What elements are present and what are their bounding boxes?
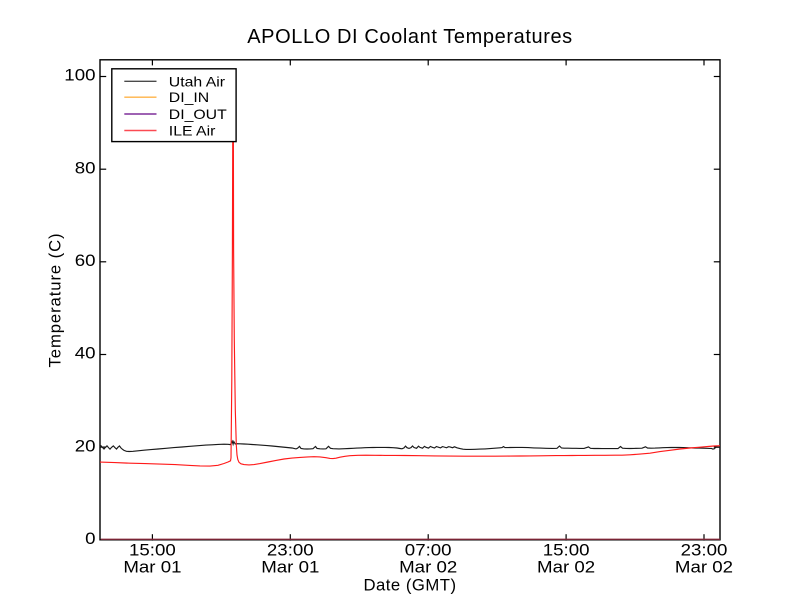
svg-text:80: 80 bbox=[75, 158, 96, 177]
svg-text:Mar 02: Mar 02 bbox=[537, 558, 595, 577]
svg-text:23:00: 23:00 bbox=[267, 540, 314, 559]
svg-text:100: 100 bbox=[64, 66, 95, 85]
svg-text:Date (GMT): Date (GMT) bbox=[363, 576, 456, 595]
svg-text:Utah Air: Utah Air bbox=[169, 74, 225, 90]
svg-text:60: 60 bbox=[75, 251, 96, 270]
svg-text:23:00: 23:00 bbox=[681, 540, 728, 559]
svg-text:Mar 01: Mar 01 bbox=[261, 558, 319, 577]
svg-text:07:00: 07:00 bbox=[405, 540, 452, 559]
svg-text:15:00: 15:00 bbox=[129, 540, 176, 559]
svg-text:DI_IN: DI_IN bbox=[169, 90, 209, 106]
svg-text:Mar 01: Mar 01 bbox=[123, 558, 181, 577]
svg-text:Temperature (C): Temperature (C) bbox=[46, 233, 65, 368]
svg-text:40: 40 bbox=[75, 344, 96, 363]
svg-text:Mar 02: Mar 02 bbox=[399, 558, 457, 577]
svg-text:DI_OUT: DI_OUT bbox=[169, 107, 227, 123]
svg-text:Mar 02: Mar 02 bbox=[675, 558, 733, 577]
svg-text:15:00: 15:00 bbox=[543, 540, 590, 559]
svg-text:20: 20 bbox=[75, 436, 96, 455]
svg-text:ILE Air: ILE Air bbox=[169, 123, 216, 139]
svg-text:APOLLO DI Coolant Temperatures: APOLLO DI Coolant Temperatures bbox=[247, 26, 573, 48]
svg-text:0: 0 bbox=[85, 529, 96, 548]
